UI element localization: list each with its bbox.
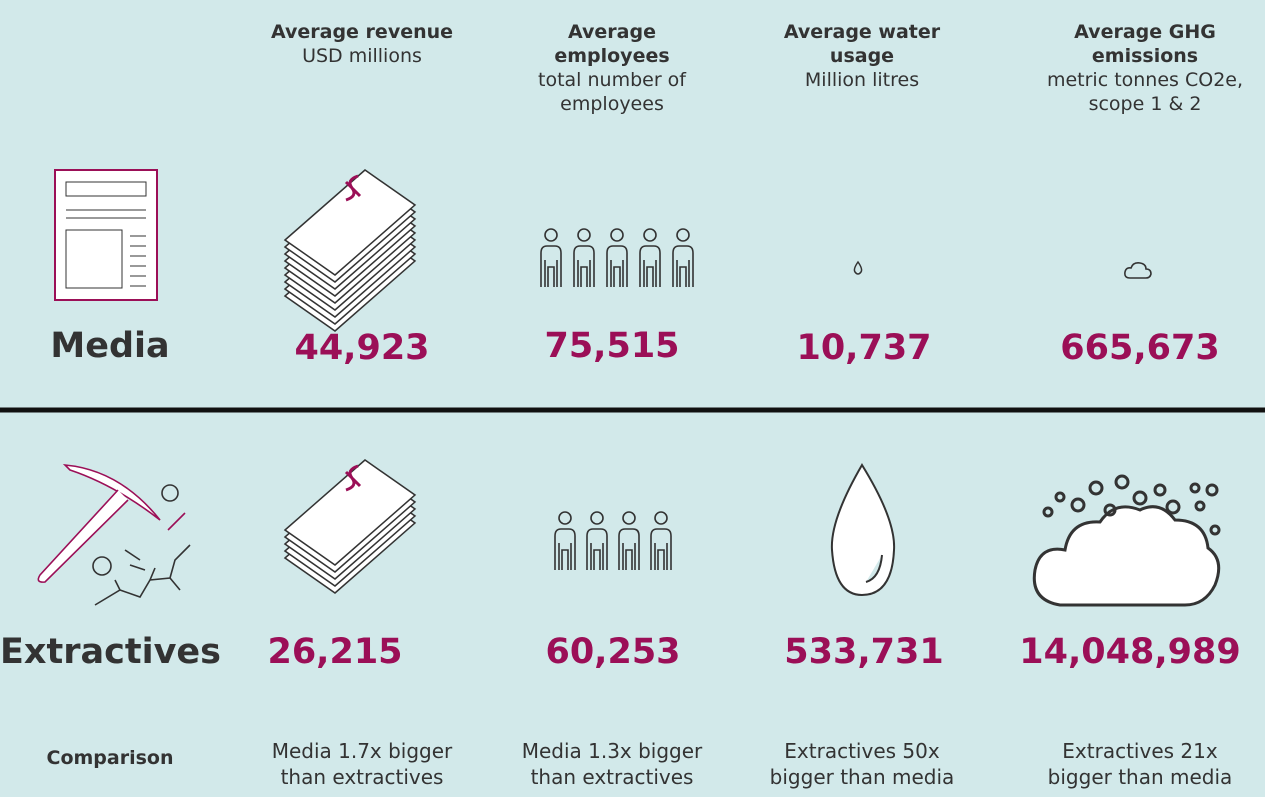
- value: 14,048,989: [1019, 632, 1241, 672]
- people-media: [540, 228, 694, 288]
- comparison-label: Comparison: [46, 747, 174, 769]
- header-title: Average water usage: [783, 21, 941, 67]
- header-title: Average GHG emissions: [1074, 21, 1216, 67]
- header-unit: Million litres: [804, 69, 920, 91]
- header-title: Average revenue: [270, 21, 454, 43]
- comparison-text: Media 1.7x bigger than extractives: [271, 739, 453, 789]
- value: 26,215: [267, 632, 403, 672]
- newspaper-icon: [54, 169, 158, 301]
- row-label: Extractives: [0, 632, 221, 672]
- drop-large: [830, 463, 896, 597]
- header-title: Average employees: [554, 21, 670, 67]
- column-header: Average employees total number of employe…: [507, 20, 717, 116]
- drop-small: [853, 260, 863, 275]
- header-unit: metric tonnes CO2e, scope 1 & 2: [1046, 69, 1244, 115]
- column-header: Average water usage Million litres: [757, 20, 967, 92]
- value: 44,923: [294, 328, 430, 368]
- cloud-small: [1124, 262, 1152, 279]
- header-unit: total number of employees: [538, 69, 686, 115]
- value: 60,253: [545, 632, 681, 672]
- header-unit: USD millions: [302, 45, 422, 67]
- row-label: Media: [50, 326, 170, 366]
- people-extractives: [554, 511, 672, 571]
- column-header: Average GHG emissions metric tonnes CO2e,…: [1030, 20, 1260, 116]
- value: 533,731: [784, 632, 944, 672]
- value: 75,515: [544, 326, 680, 366]
- value: 665,673: [1060, 328, 1220, 368]
- value: 10,737: [796, 328, 932, 368]
- pickaxe-icon: [37, 464, 191, 606]
- comparison-text: Extractives 50x bigger than media: [769, 739, 955, 789]
- comparison-text: Media 1.3x bigger than extractives: [521, 739, 703, 789]
- money-stack-media: [284, 169, 416, 332]
- comparison-text: Extractives 21x bigger than media: [1047, 739, 1233, 789]
- column-header: Average revenue USD millions: [257, 20, 467, 68]
- money-stack-extractives: [284, 459, 416, 594]
- cloud-large: [1032, 474, 1221, 607]
